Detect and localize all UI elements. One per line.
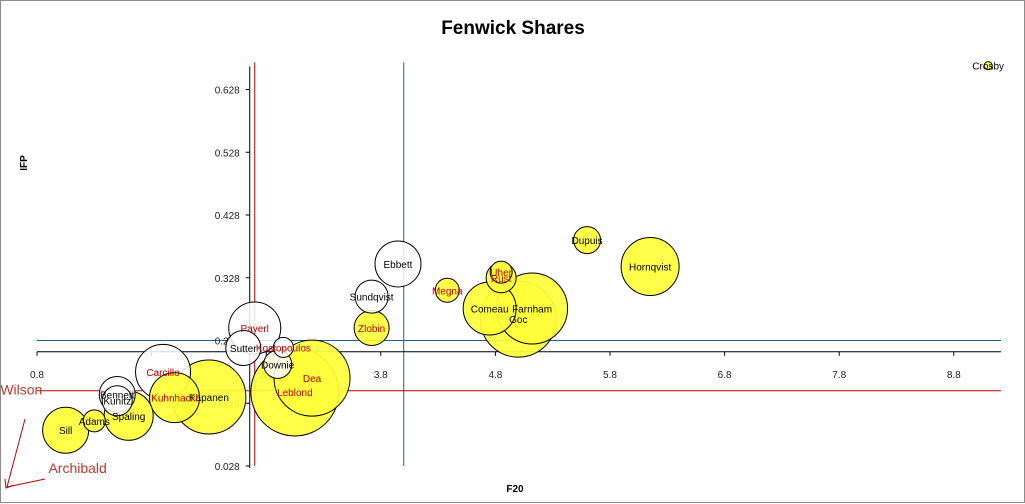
point-label-adams: Adams (79, 417, 110, 428)
point-label-dupuis: Dupuis (572, 236, 603, 247)
point-label-bennett: Bennett (100, 390, 135, 401)
chart-title: Fenwick Shares (441, 18, 585, 39)
y-axis-title: IFP (19, 155, 30, 171)
x-tick-label: 0.8 (30, 370, 44, 381)
point-label-kostopoulos: Kostopoulos (256, 343, 311, 354)
bubble-sundqvist (354, 279, 389, 314)
bubble-kuhnhackl (149, 372, 201, 424)
bubble-hornqvist (620, 236, 680, 296)
arrowhead (4, 478, 15, 489)
bubble-megna (434, 277, 460, 303)
bubble-series (42, 61, 993, 454)
point-label-downie: Downie (261, 360, 295, 371)
point-label-farnham: Farnham (512, 304, 552, 315)
bubble-crosby (983, 61, 993, 71)
annotation-archibald: Archibald (48, 460, 106, 476)
point-label-sundqvist: Sundqvist (350, 293, 394, 304)
point-label-kunitz: Kunitz (103, 397, 131, 408)
point-label-hornqvist: Hornqvist (629, 262, 671, 273)
point-label-comeau: Comeau (471, 304, 509, 315)
point-label-leblond: Leblond (277, 388, 313, 399)
annotations: Wilson Archibald (1, 381, 107, 489)
point-label-ebbett: Ebbett (384, 260, 413, 271)
x-axis-title: F20 (506, 484, 524, 495)
bubble-labels: Crosby Hornqvist Dupuis Ebbett Sundqvist Zlob… (59, 62, 1004, 438)
y-tick-label: 0.628 (215, 86, 240, 97)
point-label-sutter: Sutter (230, 344, 257, 355)
point-label-kapanen: Kapanen (189, 393, 229, 404)
bubble-adams (82, 409, 106, 433)
annotation-wilson: Wilson (1, 381, 42, 397)
point-label-carcillo: Carcillo (146, 368, 180, 379)
point-label-kuhnhackl: Kuhnhackl (151, 394, 198, 405)
bubble-uher (489, 260, 513, 284)
point-label-goc: Goc (509, 315, 527, 326)
x-tick-label: 8.8 (947, 370, 961, 381)
bubble-kostopoulos (272, 336, 294, 358)
y-tick-label: 0.028 (215, 462, 240, 473)
wilson-pointer (6, 418, 26, 488)
point-label-megna: Megna (432, 286, 463, 297)
x-tick-label: 7.8 (832, 370, 846, 381)
x-tick-label: 6.8 (718, 370, 732, 381)
bubble-ebbett (374, 240, 422, 288)
bubble-dupuis (573, 226, 602, 255)
point-label-dea: Dea (303, 374, 322, 385)
x-tick-label: 4.8 (488, 370, 502, 381)
y-tick-label: 0.528 (215, 148, 240, 159)
x-tick-label: 3.8 (374, 370, 388, 381)
point-label-payerl: Payerl (241, 324, 269, 335)
point-label-sill: Sill (59, 426, 72, 437)
y-tick-label: 0.328 (215, 274, 240, 285)
point-label-zlobin: Zlobin (358, 324, 385, 335)
bubble-kunitz (101, 385, 133, 417)
y-tick-label: 0.428 (215, 211, 240, 222)
point-label-uher: Uher (490, 268, 512, 279)
point-label-rust: Rust (491, 274, 512, 285)
x-tick-label: 5.8 (603, 370, 617, 381)
point-label-spaling: Spaling (112, 412, 145, 423)
bubble-sutter (225, 330, 262, 367)
point-label-crosby: Crosby (972, 62, 1004, 73)
